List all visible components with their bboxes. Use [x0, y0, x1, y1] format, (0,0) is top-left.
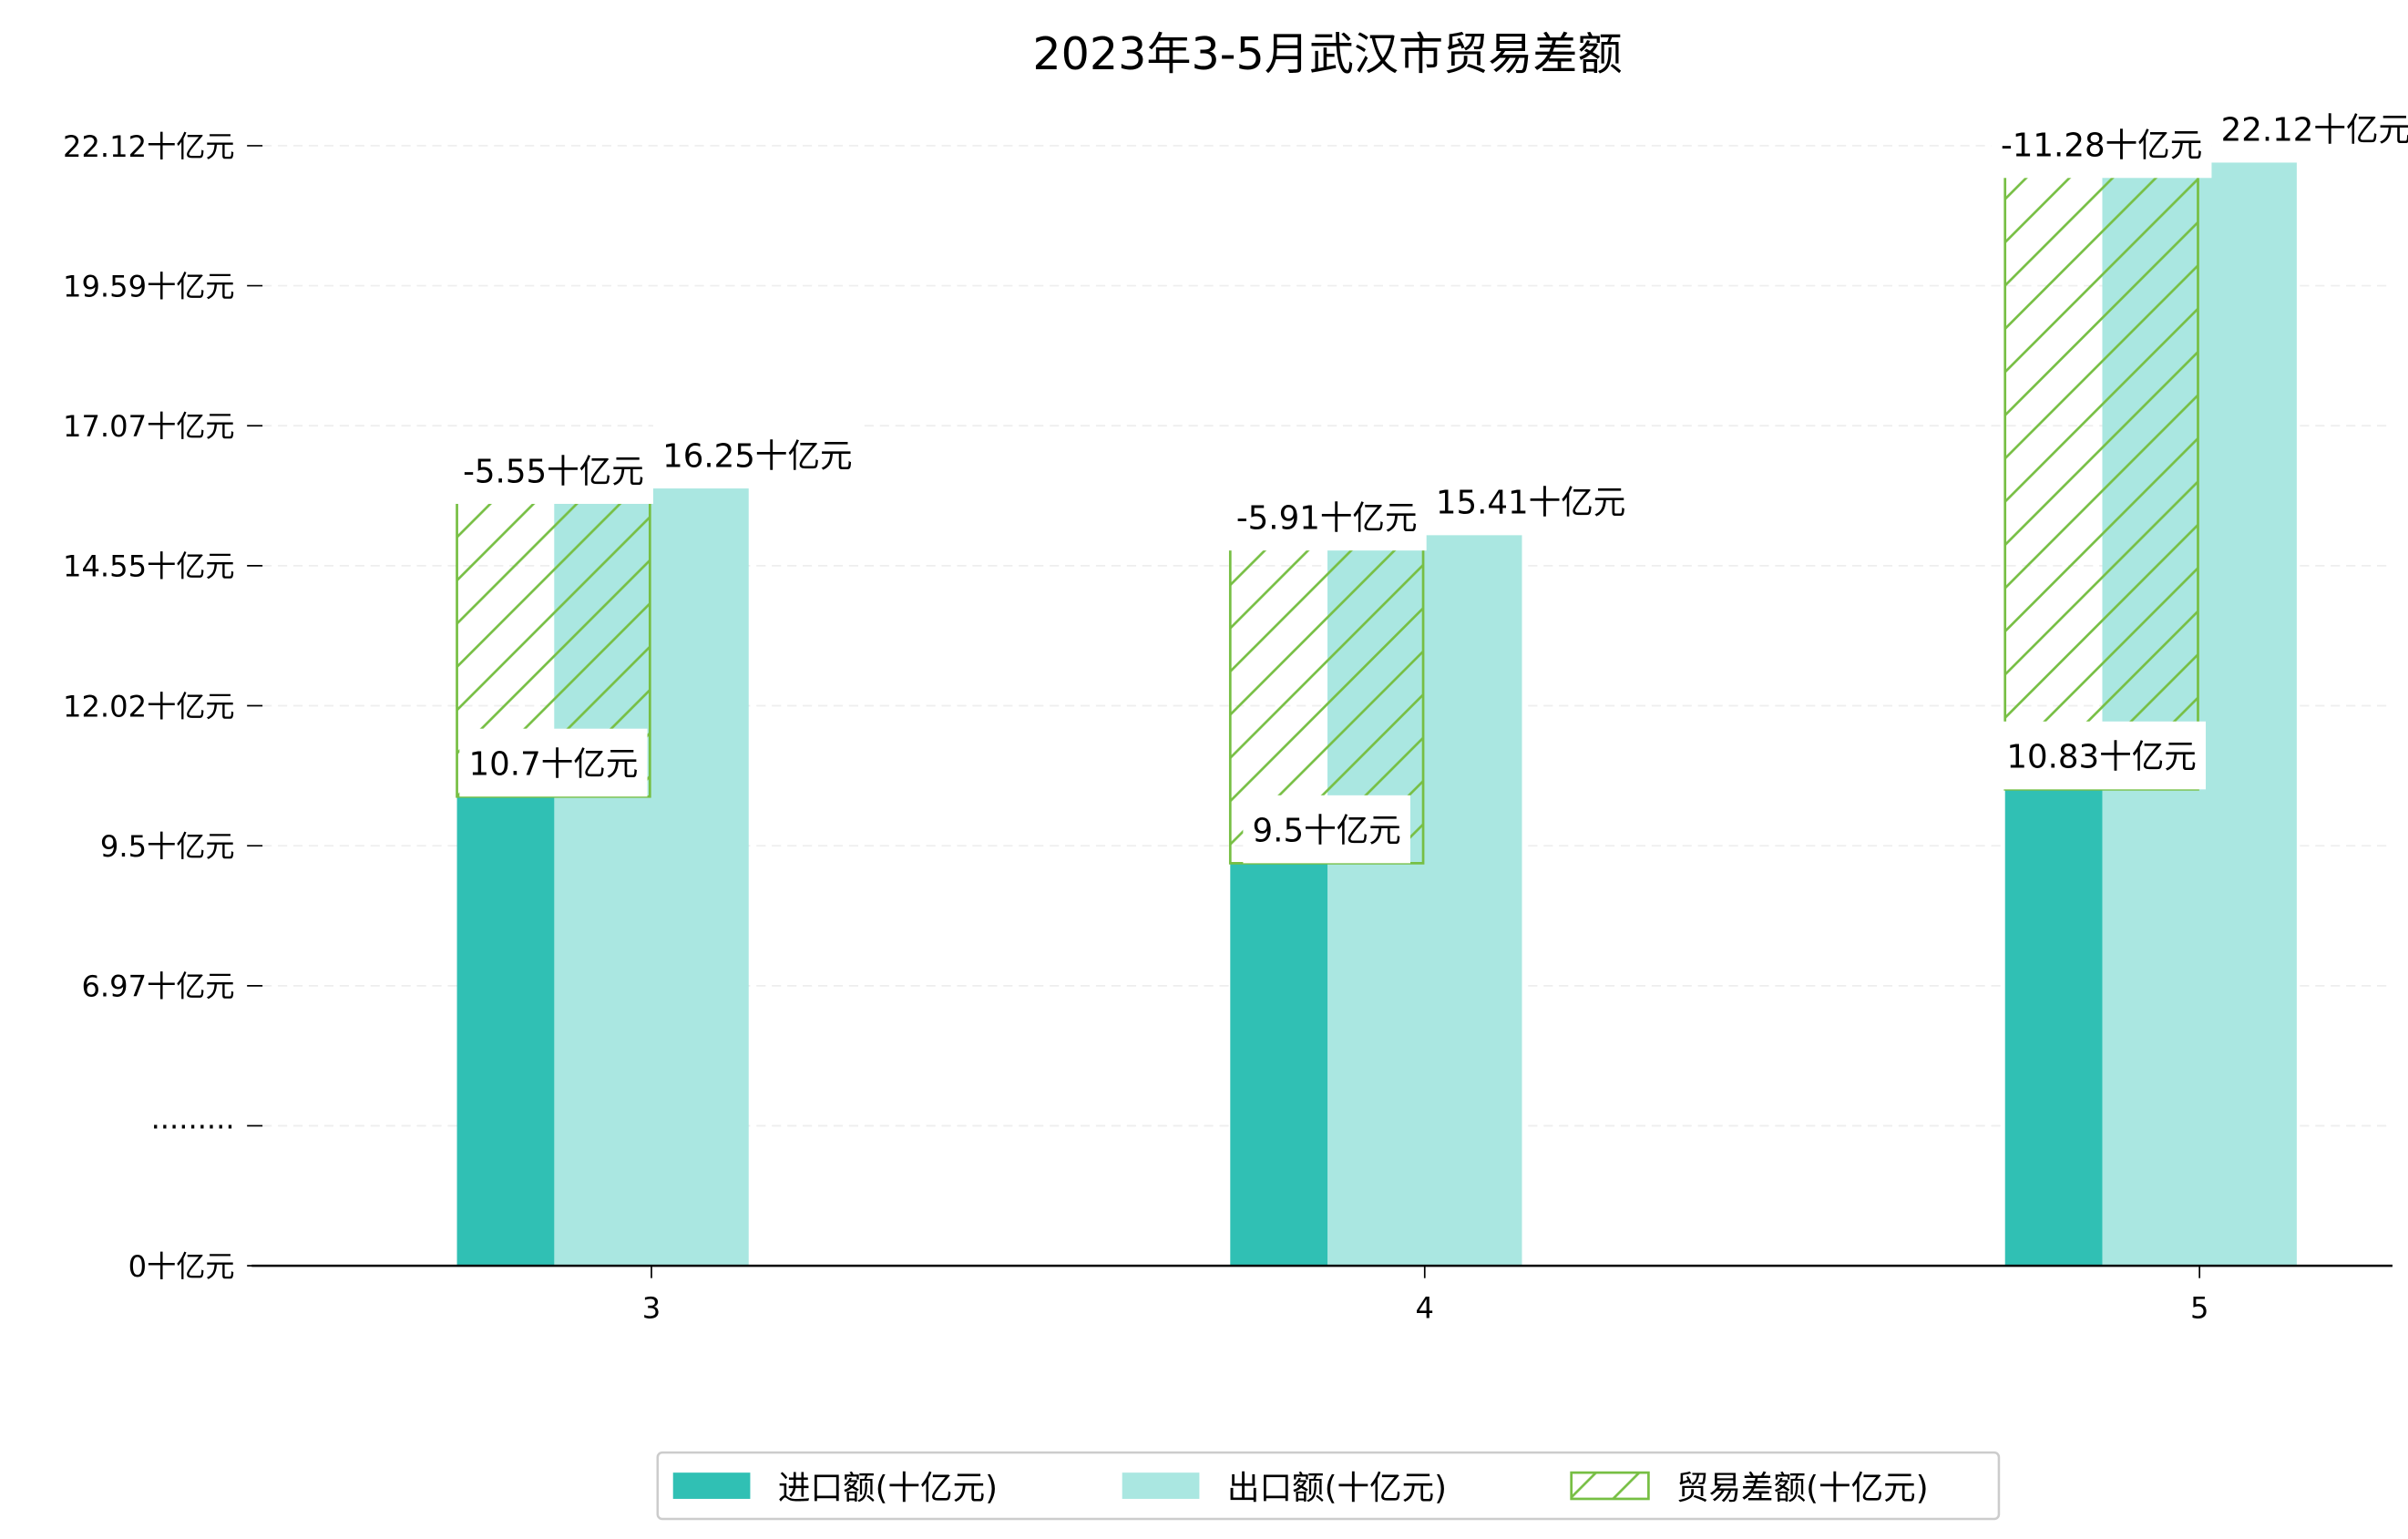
legend-label: 贸易差额(十亿元) [1676, 1470, 1929, 1507]
y-tick-label: 12.02十亿元 [63, 689, 235, 723]
legend-swatch [1122, 1472, 1200, 1499]
y-tick-label: 9.5十亿元 [100, 829, 235, 864]
legend-swatch [672, 1472, 751, 1499]
balance-label: -5.91十亿元 [1236, 499, 1418, 537]
y-tick-label: 0十亿元 [128, 1249, 235, 1284]
balance-label-box [1226, 482, 1427, 551]
legend-swatch-balance [1570, 1471, 1650, 1501]
y-tick-label: 14.55十亿元 [63, 549, 235, 584]
import-label: 10.7十亿元 [469, 746, 639, 784]
x-tick-label: 3 [642, 1291, 661, 1326]
x-tick-label: 4 [1416, 1291, 1434, 1326]
balance-label: -5.55十亿元 [463, 453, 644, 490]
balance-label: -11.28十亿元 [2001, 128, 2202, 165]
import-label-box [459, 728, 648, 797]
export-label-box [1426, 467, 1635, 536]
import-label-box [1243, 795, 1410, 864]
balance-bar [2003, 160, 2199, 791]
legend-frame [656, 1451, 2001, 1521]
export-label: 16.25十亿元 [662, 437, 852, 475]
import-label: 9.5十亿元 [1253, 813, 1401, 850]
export-label: 15.41十亿元 [1436, 485, 1626, 522]
chart-title: 2023年3-5月武汉市贸易差额 [1032, 27, 1622, 80]
y-tick-label: ········· [151, 1109, 235, 1144]
balance-label-box [1991, 109, 2212, 179]
balance-label-box [453, 436, 653, 504]
import-label: 10.83十亿元 [2006, 739, 2197, 776]
y-tick-label: 19.59十亿元 [63, 269, 235, 303]
y-tick-label: 17.07十亿元 [63, 409, 235, 444]
x-tick-label: 5 [2190, 1291, 2208, 1326]
export-label-box [2211, 94, 2408, 163]
legend-label: 进口额(十亿元) [778, 1470, 998, 1507]
legend: 进口额(十亿元) 出口额(十亿元) 贸易差额(十亿元) [656, 1451, 2001, 1521]
import-label-box [1997, 721, 2207, 790]
export-label-box [652, 420, 862, 489]
export-label: 22.12十亿元 [2221, 112, 2408, 149]
legend-label: 出口额(十亿元) [1227, 1470, 1447, 1507]
y-tick-label: 6.97十亿元 [81, 970, 234, 1004]
y-tick-label: 22.12十亿元 [63, 129, 235, 164]
